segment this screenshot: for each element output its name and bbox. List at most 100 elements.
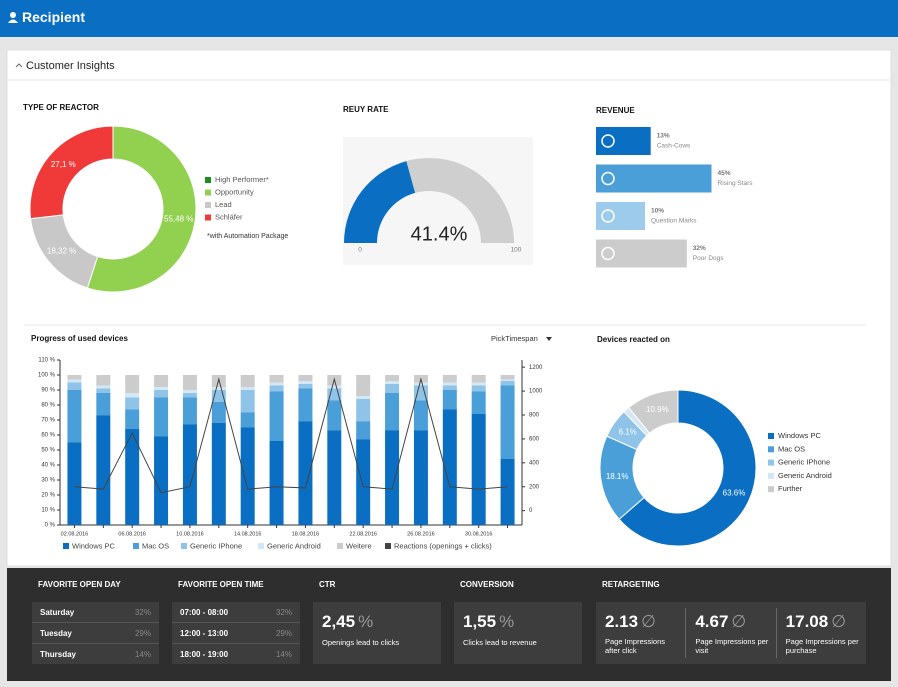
item: 17.08 ∅ Page Impressions per purchase xyxy=(775,608,866,658)
gauge-tick: 0 xyxy=(358,247,362,254)
bar-segment xyxy=(96,375,111,386)
legend-label: Opportunity xyxy=(215,187,254,196)
y-tick-label: 40 % xyxy=(41,463,55,469)
slice xyxy=(29,125,114,220)
bar-segment xyxy=(96,385,111,389)
button-caret xyxy=(546,337,552,341)
stat-value: 4.67 ∅ xyxy=(686,608,775,632)
category-label: Rising Stars xyxy=(718,180,754,187)
bar-segment xyxy=(96,393,111,416)
legend-label: Further xyxy=(778,484,803,493)
bar-icon xyxy=(601,171,615,186)
bar-segment xyxy=(125,409,140,429)
caption: Openings lead to clicks xyxy=(322,638,400,647)
stat-box: 2,45% Openings lead to clicks xyxy=(313,602,441,664)
category-label: Question Marks xyxy=(651,218,697,225)
bar-segment xyxy=(500,379,515,381)
legend-label: Schläfer xyxy=(215,212,243,221)
y2-tick-label: 400 xyxy=(529,460,540,466)
legend-label: Windows PC xyxy=(72,541,116,550)
y-tick-label: 100 % xyxy=(38,373,56,379)
time: 12:00 - 13:00 xyxy=(180,628,229,638)
y-tick-label: 20 % xyxy=(41,493,55,499)
bar-segment xyxy=(413,375,428,383)
bar-segment xyxy=(67,442,82,525)
bar-segment xyxy=(211,423,226,525)
slice-label: 18,32 % xyxy=(47,246,76,255)
bar-segment xyxy=(500,385,515,459)
legend-swatch xyxy=(205,189,211,196)
legend-label: Weitere xyxy=(346,541,372,550)
share: 14% xyxy=(134,649,151,659)
bar-segment xyxy=(356,439,371,525)
legend-label: Reactions (openings + clicks) xyxy=(394,541,492,550)
symbol: ∅ xyxy=(731,612,747,631)
open-day: FAVORITE OPEN DAY Saturday 32% Tuesday 29%… xyxy=(32,580,159,664)
bar-segment xyxy=(211,375,226,387)
bar-segment xyxy=(471,414,486,525)
line xyxy=(74,377,508,494)
slice xyxy=(30,214,99,289)
legend-label: High Performer* xyxy=(215,175,269,184)
row: Thursday 14% xyxy=(32,644,159,664)
stat-box: 1,55% Clicks lead to revenue xyxy=(454,602,582,664)
y2-tick-label: 1200 xyxy=(529,365,543,371)
y-tick-label: 0 % xyxy=(45,523,56,529)
legend-swatch xyxy=(205,202,211,208)
caption: Page Impressions per purchase xyxy=(785,637,859,655)
bar-segment xyxy=(240,427,255,525)
legend-label: Mac OS xyxy=(778,444,805,453)
bar-segment xyxy=(500,381,515,386)
category-label: Poor Dogs xyxy=(693,255,724,262)
x-tick-label: 02.08.2016 xyxy=(61,531,89,537)
slice xyxy=(623,406,651,437)
day: Saturday xyxy=(40,607,75,617)
row: 12:00 - 13:00 29% xyxy=(172,623,300,644)
bar-segment xyxy=(269,382,284,386)
bar-segment xyxy=(269,441,284,525)
bar xyxy=(596,239,687,268)
legend-swatch xyxy=(205,177,211,183)
slice xyxy=(618,389,757,547)
value: 4.67 xyxy=(695,612,729,631)
legend-swatch xyxy=(768,459,774,466)
legend-swatch xyxy=(205,214,211,221)
header-title: Recipient xyxy=(22,9,86,25)
caption: Page Impressions per visit xyxy=(695,637,769,655)
legend-label: Windows PC xyxy=(778,431,822,440)
bar-segment xyxy=(442,390,457,410)
legend-swatch xyxy=(181,543,187,549)
bar-segment xyxy=(385,381,400,384)
y2-tick-label: 1000 xyxy=(529,389,543,395)
bar-segment xyxy=(471,375,486,383)
day: Thursday xyxy=(40,649,77,659)
bar-segment xyxy=(500,375,515,380)
value-label: 10% xyxy=(651,208,664,215)
y-tick-label: 30 % xyxy=(41,478,55,484)
y-tick-label: 70 % xyxy=(41,418,55,424)
y2-tick-label: 200 xyxy=(529,484,540,490)
annotation: *with Automation Package xyxy=(207,233,288,240)
bar-segment xyxy=(67,375,82,380)
bar-segment xyxy=(154,390,169,398)
bar-segment xyxy=(327,375,342,386)
bar-segment xyxy=(327,388,342,401)
bar-segment xyxy=(154,436,169,525)
bar-segment xyxy=(125,429,140,525)
bar-segment xyxy=(327,430,342,525)
bar-segment xyxy=(385,384,400,393)
button[interactable]: PickTimespan xyxy=(491,334,538,343)
bar-segment xyxy=(413,400,428,431)
chart-title: REVENUE xyxy=(596,106,635,115)
bar-icon xyxy=(601,134,615,148)
bar-segment xyxy=(182,393,197,398)
bar-segment xyxy=(500,459,515,525)
stat-box: Saturday 32% Tuesday 29% Thursday 14% xyxy=(32,602,159,664)
bar-segment xyxy=(356,421,371,440)
stat-title: CTR xyxy=(319,580,336,589)
gauge-label: 41.4% xyxy=(411,223,468,245)
bar-segment xyxy=(471,391,486,414)
value-label: 32% xyxy=(693,245,706,252)
bar-segment xyxy=(442,375,457,383)
user-icon xyxy=(8,12,18,23)
